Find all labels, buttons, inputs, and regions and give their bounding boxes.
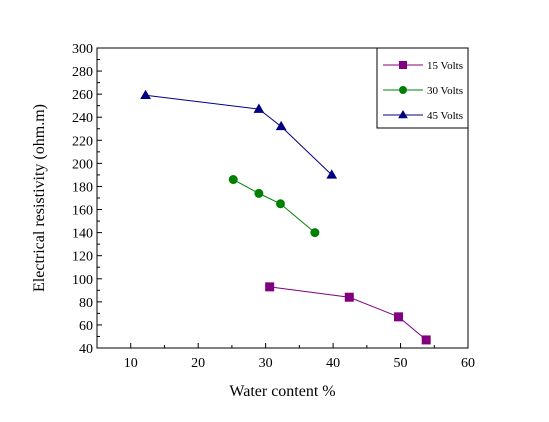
y-tick-label: 260 xyxy=(72,88,93,103)
data-point xyxy=(326,169,338,179)
y-tick-label: 220 xyxy=(72,134,93,149)
y-tick-label: 240 xyxy=(72,111,93,126)
x-axis-title: Water content % xyxy=(229,383,335,400)
y-tick-label: 120 xyxy=(72,250,93,265)
series-line xyxy=(145,94,333,176)
legend-marker xyxy=(398,109,408,119)
legend-entry: 15 Volts xyxy=(383,60,463,72)
y-tick-label: 160 xyxy=(72,204,93,219)
y-tick-label: 180 xyxy=(72,180,93,195)
y-tick-label: 280 xyxy=(72,65,93,80)
data-point xyxy=(275,199,285,209)
y-tick-label: 40 xyxy=(79,342,93,357)
series-1 xyxy=(265,282,431,345)
series-layer xyxy=(140,89,431,345)
y-tick-label: 300 xyxy=(72,42,93,57)
legend-entry: 30 Volts xyxy=(383,85,463,97)
data-point xyxy=(228,175,238,185)
legend-label: 15 Volts xyxy=(427,60,463,72)
series-2 xyxy=(228,175,320,238)
legend-label: 30 Volts xyxy=(427,85,463,97)
series-3 xyxy=(140,89,338,179)
data-point xyxy=(394,312,404,322)
legend-label: 45 Volts xyxy=(427,110,463,122)
data-point xyxy=(275,120,287,131)
y-tick-label: 200 xyxy=(72,157,93,172)
series-line xyxy=(269,286,427,341)
data-point xyxy=(310,228,320,238)
x-tick-label: 20 xyxy=(191,356,205,371)
x-tick-label: 10 xyxy=(124,356,138,371)
data-point xyxy=(254,188,264,198)
legend: 15 Volts 30 Volts 45 Volts xyxy=(376,47,469,129)
data-point xyxy=(140,89,151,100)
y-tick-label: 60 xyxy=(79,319,93,334)
y-axis-title: Electrical resistivity (ohm.m) xyxy=(31,104,48,292)
y-tick-label: 80 xyxy=(79,296,93,311)
x-tick-label: 30 xyxy=(259,356,273,371)
x-tick-label: 40 xyxy=(326,356,340,371)
legend-marker xyxy=(399,86,407,94)
axis-ticks: 10 20 30 40 50 60 40 60 80 100 120 140 160 180 200 220 2… xyxy=(72,42,475,371)
data-point xyxy=(421,335,431,345)
series-line xyxy=(233,179,316,233)
y-tick-label: 100 xyxy=(72,273,93,288)
legend-marker xyxy=(399,61,407,69)
x-tick-label: 60 xyxy=(461,356,475,371)
x-tick-label: 50 xyxy=(394,356,408,371)
data-point xyxy=(265,282,275,292)
y-tick-label: 140 xyxy=(72,227,93,242)
data-point xyxy=(344,292,354,302)
data-point xyxy=(253,103,265,113)
legend-entry: 45 Volts xyxy=(383,109,463,122)
